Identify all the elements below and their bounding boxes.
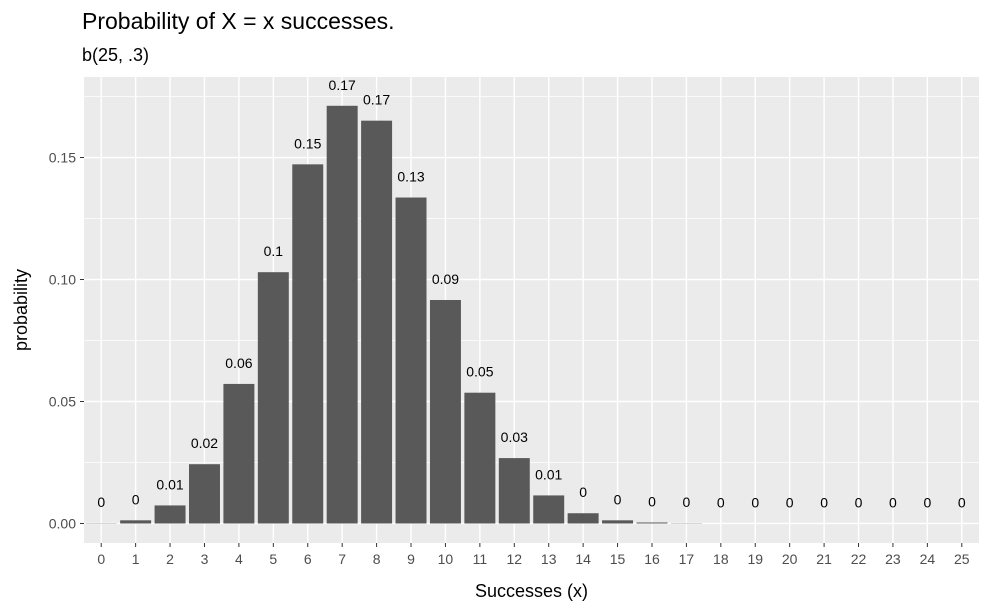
bar	[257, 272, 289, 524]
bar	[464, 392, 496, 524]
bar	[120, 520, 152, 524]
x-tick-label: 18	[713, 551, 729, 567]
data-label: 0.13	[397, 169, 424, 185]
data-label: 0	[132, 491, 140, 507]
x-tick-label: 21	[816, 551, 832, 567]
data-label: 0	[751, 494, 759, 510]
data-label: 0.17	[329, 77, 356, 93]
data-labels: 0 0 0.01 0.02 0.06 0.1 0.15 0.17 0.17 0.13 0.09 0.0…	[97, 77, 966, 511]
bar	[188, 464, 220, 524]
y-axis-title: probability	[11, 269, 31, 351]
y-axis: 0.00 0.05 0.10 0.15	[49, 150, 84, 531]
x-tick-label: 10	[438, 551, 454, 567]
data-label: 0	[820, 494, 828, 510]
x-tick-label: 16	[644, 551, 660, 567]
x-tick-label: 20	[782, 551, 798, 567]
x-tick-label: 2	[166, 551, 174, 567]
data-label: 0	[889, 494, 897, 510]
y-tick-label: 0.15	[49, 150, 76, 166]
bar	[533, 495, 565, 524]
x-tick-label: 3	[201, 551, 209, 567]
data-label: 0	[717, 494, 725, 510]
chart-subtitle: b(25, .3)	[82, 45, 150, 65]
x-tick-label: 6	[304, 551, 312, 567]
y-tick-label: 0.00	[49, 515, 76, 531]
bar	[361, 120, 393, 524]
data-label: 0	[786, 494, 794, 510]
data-label: 0	[683, 494, 691, 510]
data-label: 0	[97, 494, 105, 510]
data-label: 0.01	[535, 466, 562, 482]
bar	[395, 197, 427, 524]
x-tick-label: 17	[679, 551, 695, 567]
x-tick-label: 23	[885, 551, 901, 567]
data-label: 0	[579, 484, 587, 500]
bars	[85, 105, 702, 524]
data-label: 0	[648, 494, 656, 510]
x-tick-label: 5	[269, 551, 277, 567]
data-label: 0	[958, 494, 966, 510]
bar	[223, 383, 255, 524]
data-label: 0	[614, 491, 622, 507]
x-tick-label: 7	[338, 551, 346, 567]
data-label: 0.17	[363, 92, 390, 108]
x-axis-title: Successes (x)	[475, 581, 588, 601]
bar	[154, 505, 186, 524]
x-tick-label: 15	[610, 551, 626, 567]
bar	[602, 520, 634, 524]
x-tick-label: 1	[132, 551, 140, 567]
y-tick-label: 0.05	[49, 393, 76, 409]
bar	[498, 458, 530, 524]
x-axis: 0 1 2 3 4 5 6 7 8 9 10 11 12 13 14 15 16 17 18 19 20 21 22 23 24…	[97, 543, 970, 567]
data-label: 0.1	[264, 243, 284, 259]
x-tick-label: 12	[506, 551, 522, 567]
bar	[292, 164, 324, 524]
x-tick-label: 11	[473, 551, 488, 567]
chart-title: Probability of X = x successes.	[82, 8, 395, 34]
y-tick-label: 0.10	[49, 272, 76, 288]
x-tick-label: 0	[97, 551, 105, 567]
x-tick-label: 9	[407, 551, 415, 567]
x-tick-label: 14	[575, 551, 591, 567]
data-label: 0	[923, 494, 931, 510]
x-tick-label: 24	[920, 551, 936, 567]
bar	[429, 299, 461, 524]
data-label: 0.15	[294, 135, 321, 151]
data-label: 0.03	[501, 429, 528, 445]
x-tick-label: 4	[235, 551, 243, 567]
data-label: 0.09	[432, 271, 459, 287]
x-tick-label: 22	[851, 551, 867, 567]
bar	[567, 513, 599, 524]
data-label: 0.06	[225, 355, 252, 371]
x-tick-label: 8	[373, 551, 381, 567]
x-tick-label: 13	[541, 551, 557, 567]
data-label: 0.02	[191, 435, 218, 451]
data-label: 0	[855, 494, 863, 510]
x-tick-label: 19	[747, 551, 763, 567]
x-tick-label: 25	[954, 551, 970, 567]
bar	[636, 522, 668, 524]
data-label: 0.01	[156, 476, 183, 492]
bar	[326, 105, 358, 524]
data-label: 0.05	[466, 364, 493, 380]
